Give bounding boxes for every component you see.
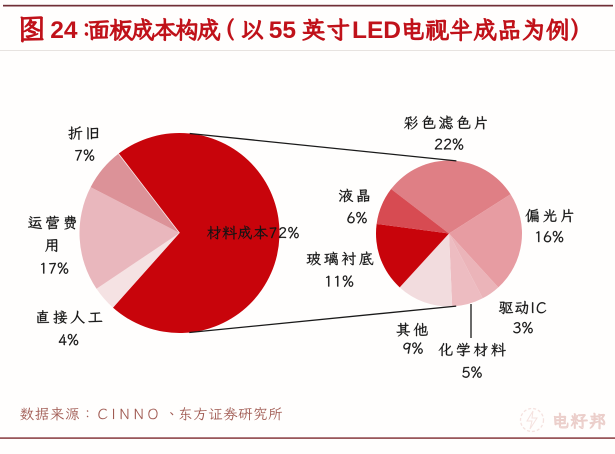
svg-text:24: 24 — [50, 17, 78, 44]
svg-text:LED: LED — [352, 17, 401, 44]
svg-text:55: 55 — [269, 17, 296, 44]
